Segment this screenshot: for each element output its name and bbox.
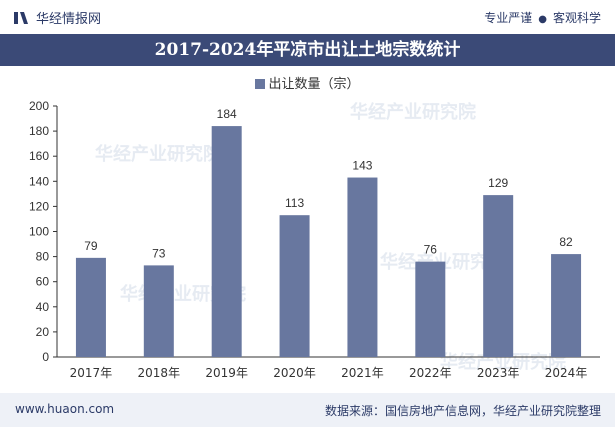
data-label: 76 — [424, 243, 438, 257]
bar — [279, 215, 310, 357]
y-tick-label: 200 — [29, 99, 49, 113]
y-tick-label: 20 — [36, 325, 50, 339]
tagline: 专业严谨 ● 客观科学 — [484, 9, 601, 26]
x-tick-label: 2018年 — [138, 366, 181, 380]
title-bar: 2017-2024年平凉市出让土地宗数统计 — [0, 34, 615, 66]
footer-url[interactable]: www.huaon.com — [15, 402, 115, 416]
bar — [143, 265, 174, 357]
y-axis: 0 20 40 60 80 100 120 140 160 180 200 — [29, 99, 58, 364]
x-tick-label: 2022年 — [409, 366, 452, 380]
y-tick-label: 120 — [29, 199, 49, 213]
y-tick-label: 100 — [29, 225, 49, 239]
data-label: 129 — [488, 176, 508, 190]
watermark-text: 华经产业研究院 — [95, 143, 221, 165]
brand-name: 华经情报网 — [36, 12, 102, 27]
top-bar: 华经情报网 专业严谨 ● 客观科学 — [0, 0, 615, 33]
y-tick-label: 60 — [36, 275, 50, 289]
bar — [551, 254, 582, 357]
chart-legend: 出让数量（宗） — [0, 73, 615, 92]
x-tick-label: 2023年 — [477, 366, 520, 380]
y-tick-label: 80 — [36, 250, 50, 264]
x-tick-label: 2017年 — [70, 366, 113, 380]
brand-logo-icon — [14, 11, 28, 24]
bar — [483, 195, 514, 357]
data-labels: 79 73 184 113 143 76 129 82 — [84, 107, 573, 260]
data-label: 143 — [352, 159, 372, 173]
brand[interactable]: 华经情报网 — [14, 8, 101, 27]
y-tick-label: 0 — [42, 350, 49, 364]
bar — [75, 257, 106, 357]
tagline-left: 专业严谨 — [484, 11, 533, 25]
data-label: 184 — [217, 107, 237, 121]
data-label: 113 — [285, 196, 304, 210]
bullet-dot-icon: ● — [538, 14, 547, 25]
footer: www.huaon.com 数据来源：国信房地产信息网，华经产业研究院整理 — [0, 393, 615, 427]
x-axis: 2017年 2018年 2019年 2020年 2021年 2022年 2023年 2024年 — [57, 356, 600, 380]
y-tick-label: 40 — [36, 300, 50, 314]
tagline-right: 客观科学 — [552, 11, 601, 25]
x-tick-label: 2019年 — [205, 366, 248, 380]
legend-label: 出让数量（宗） — [268, 77, 360, 92]
x-tick-label: 2021年 — [341, 366, 384, 380]
chart-title: 2017-2024年平凉市出让土地宗数统计 — [154, 40, 461, 60]
footer-source: 数据来源：国信房地产信息网，华经产业研究院整理 — [324, 404, 601, 418]
legend-swatch — [255, 79, 266, 89]
x-tick-label: 2024年 — [545, 366, 588, 380]
y-tick-label: 180 — [29, 124, 49, 138]
y-tick-label: 160 — [29, 149, 49, 163]
data-label: 82 — [559, 235, 573, 249]
x-tick-label: 2020年 — [273, 366, 316, 380]
bar — [211, 126, 242, 357]
bars — [75, 126, 582, 357]
data-label: 79 — [84, 239, 98, 253]
data-label: 73 — [152, 246, 166, 260]
bar — [347, 177, 378, 357]
watermark-text: 华经产业研究院 — [350, 101, 476, 123]
y-tick-label: 140 — [29, 174, 49, 188]
bar — [415, 261, 446, 357]
